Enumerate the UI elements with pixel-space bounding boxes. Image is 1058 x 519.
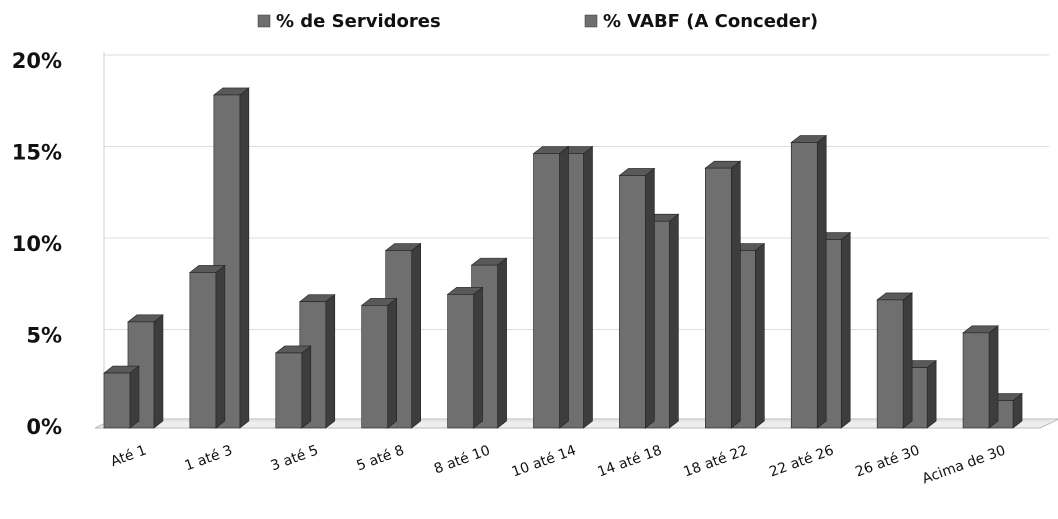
x-tick-label: 3 até 5 [269, 442, 321, 474]
bar-side [669, 213, 679, 429]
bar [188, 264, 226, 429]
bar-side [473, 286, 483, 429]
x-tick-label: Acima de 30 [920, 442, 1008, 487]
x-tick-label: 22 até 26 [767, 442, 836, 480]
bar [704, 160, 742, 429]
x-tick-label: 10 até 14 [510, 442, 579, 480]
bar [618, 167, 656, 429]
bar [360, 297, 398, 429]
bar-front [619, 175, 646, 429]
bar-side [559, 145, 569, 429]
x-tick-label: Até 1 [109, 442, 149, 470]
bar [274, 345, 312, 429]
y-tick-label: 0% [26, 415, 62, 439]
bar [446, 286, 484, 429]
bar-front [962, 332, 990, 429]
bar-side [645, 167, 655, 429]
x-tick-label: 26 até 30 [853, 442, 922, 480]
x-tick-label: 1 até 3 [183, 442, 235, 474]
bar-side [129, 365, 140, 429]
bar-side [215, 264, 226, 429]
bar-front [275, 352, 303, 429]
bar-side [301, 345, 312, 429]
bar-side [755, 242, 765, 429]
bar [790, 134, 828, 429]
bar-side [840, 231, 851, 429]
bar-front [790, 142, 818, 429]
legend-swatch [584, 14, 598, 28]
bar-side [926, 359, 937, 429]
bar-front [876, 299, 904, 429]
bar-side [731, 160, 741, 429]
bar-side [387, 297, 397, 429]
legend-swatch [257, 14, 271, 28]
bar-front [103, 372, 131, 429]
y-tick-label: 10% [12, 232, 62, 256]
y-tick-label: 15% [12, 141, 62, 165]
bar [103, 365, 140, 429]
y-tick-label: 20% [12, 49, 62, 73]
bar [127, 314, 164, 429]
bar-side [497, 257, 507, 429]
bar-front [533, 153, 560, 429]
x-tick-label: 8 até 10 [432, 442, 492, 477]
y-tick-label: 5% [26, 324, 62, 348]
x-tick-label: 14 até 18 [596, 442, 665, 480]
bar-front [189, 272, 217, 429]
bar-side [816, 134, 827, 429]
bar-side [239, 87, 250, 429]
bar-side [325, 294, 336, 429]
x-tick-label: 5 até 8 [355, 442, 407, 474]
legend-label: % de Servidores [276, 11, 441, 32]
legend-label: % VABF (A Conceder) [603, 11, 818, 32]
bar [532, 145, 570, 429]
bar-side [583, 145, 593, 429]
bar-side [902, 292, 913, 429]
bar-side [411, 242, 421, 429]
bar-front [447, 294, 474, 429]
bar [876, 292, 914, 429]
x-tick-label: 18 até 22 [681, 442, 750, 480]
bar [962, 325, 999, 429]
bar-side [153, 314, 164, 429]
bar-front [361, 305, 388, 429]
bar-side [988, 325, 999, 429]
bar-front [705, 167, 732, 429]
